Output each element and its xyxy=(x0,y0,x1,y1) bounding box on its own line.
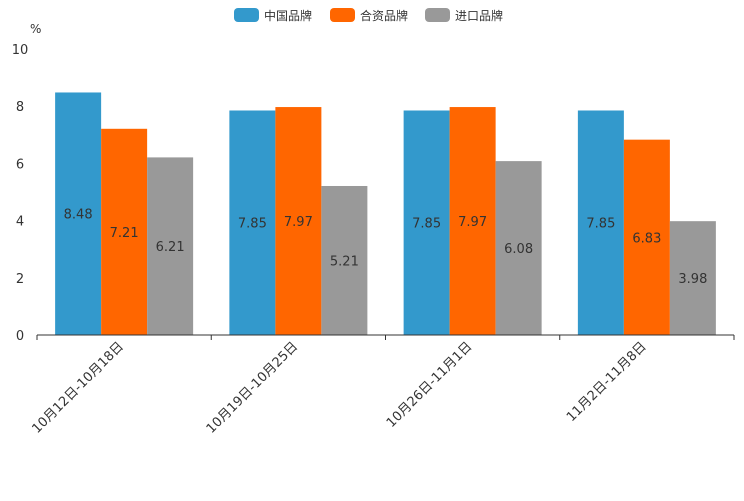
y-axis-unit-label: % xyxy=(30,22,41,36)
legend-swatch-1[interactable] xyxy=(234,8,259,22)
x-tick-label: 10月26日-11月1日 xyxy=(384,339,476,431)
legend-label-1[interactable]: 中国品牌 xyxy=(264,8,312,23)
legend-label-3[interactable]: 进口品牌 xyxy=(455,9,503,23)
y-tick-label: 10 xyxy=(12,43,29,58)
bar-1-3[interactable] xyxy=(147,157,194,335)
legend-swatch-2[interactable] xyxy=(330,8,355,22)
bar-4-2[interactable] xyxy=(623,139,670,335)
data-label-2-1: 7.85 xyxy=(238,217,267,232)
data-label-2-3: 5.21 xyxy=(330,254,359,269)
bar-1-1[interactable] xyxy=(55,92,102,335)
y-tick-label: 0 xyxy=(16,329,24,344)
y-tick-label: 2 xyxy=(16,272,24,287)
data-label-1-3: 6.21 xyxy=(156,240,185,255)
bar-3-1[interactable] xyxy=(403,110,450,336)
data-label-4-1: 7.85 xyxy=(586,217,615,232)
data-label-3-1: 7.85 xyxy=(412,217,441,232)
bars xyxy=(55,92,716,336)
bar-2-1[interactable] xyxy=(229,110,276,336)
y-tick-label: 8 xyxy=(16,100,24,115)
data-label-1-2: 7.21 xyxy=(110,226,139,241)
bar-1-2[interactable] xyxy=(101,128,148,335)
y-tick-label: 6 xyxy=(16,157,24,172)
data-label-3-2: 7.97 xyxy=(458,215,487,230)
bar-3-2[interactable] xyxy=(449,107,496,335)
y-axis: 0 2 4 6 8 10 xyxy=(12,43,29,344)
data-label-3-3: 6.08 xyxy=(504,242,533,257)
y-tick-label: 4 xyxy=(16,215,24,230)
bar-2-2[interactable] xyxy=(275,107,322,335)
legend: 中国品牌 合资品牌 进口品牌 xyxy=(234,8,503,23)
x-tick-label: 10月19日-10月25日 xyxy=(204,339,301,436)
bar-3-3[interactable] xyxy=(495,161,542,335)
data-label-1-1: 8.48 xyxy=(64,208,93,223)
x-tick-label: 11月2日-11月8日 xyxy=(564,339,650,425)
data-labels: 8.48 7.21 6.21 7.85 7.97 5.21 7.85 7.97 6.08 7.85… xyxy=(64,208,708,287)
x-axis: 10月12日-10月18日 10月19日-10月25日 10月26日-11月1日 11… xyxy=(29,334,735,437)
legend-label-2[interactable]: 合资品牌 xyxy=(360,8,408,23)
x-tick-label: 10月12日-10月18日 xyxy=(29,339,126,436)
data-label-4-2: 6.83 xyxy=(632,231,661,246)
bar-4-3[interactable] xyxy=(669,221,716,335)
legend-swatch-3[interactable] xyxy=(425,8,450,22)
bar-4-1[interactable] xyxy=(577,110,624,336)
bar-2-3[interactable] xyxy=(321,185,368,335)
data-label-4-3: 3.98 xyxy=(678,272,707,287)
data-label-2-2: 7.97 xyxy=(284,215,313,230)
